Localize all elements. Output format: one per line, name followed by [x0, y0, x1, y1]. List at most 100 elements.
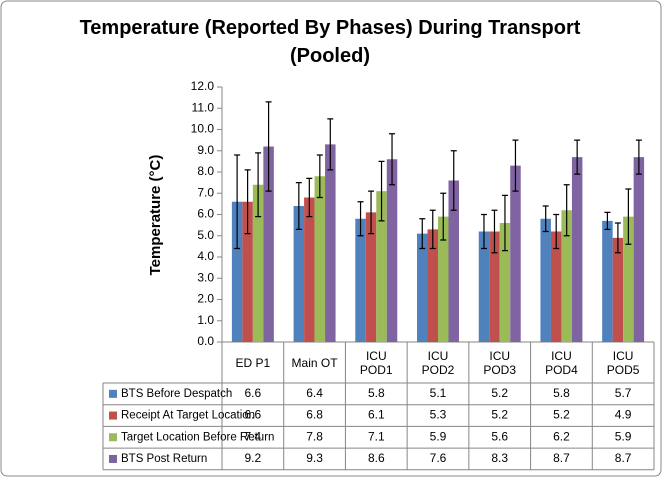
error-bar [306, 177, 313, 218]
bar [448, 180, 459, 342]
table-value: 5.8 [553, 386, 570, 400]
x-tick-label: ICU POD4 [545, 348, 578, 377]
table-value: 8.3 [491, 451, 508, 465]
error-bar [501, 194, 508, 252]
error-bar [316, 154, 323, 199]
bar [561, 210, 572, 342]
table-value: 7.8 [306, 429, 323, 443]
x-tick-label: ICU POD3 [483, 348, 517, 377]
error-bar [450, 150, 457, 211]
error-bar [378, 160, 385, 222]
y-tick-label: 4.0 [197, 249, 214, 263]
bar [612, 237, 624, 342]
table-value: 8.6 [368, 451, 385, 465]
y-tick-label: 5.0 [197, 228, 214, 242]
table-value: 6.6 [245, 386, 262, 400]
y-tick-label: 1.0 [197, 313, 214, 327]
bar [540, 218, 551, 342]
y-tick-label: 8.0 [197, 164, 214, 178]
table-value: 6.6 [245, 408, 262, 422]
bar [376, 191, 387, 342]
legend-label: Target Location Before Return [121, 431, 274, 443]
table-value: 8.7 [615, 451, 632, 465]
category-cell: ICU POD5 [606, 348, 640, 377]
bar [623, 216, 634, 342]
bar [263, 146, 274, 342]
error-bar [491, 209, 498, 254]
category-cell: Main OT [291, 355, 338, 370]
x-tick-label: ICU POD1 [359, 348, 393, 377]
table-value: 5.6 [491, 429, 508, 443]
bar [325, 144, 336, 342]
bar [242, 201, 253, 342]
error-bar [574, 139, 581, 175]
category-cell: ED P1 [235, 355, 271, 370]
y-tick-label: 2.0 [197, 292, 214, 306]
x-tick-label: ED P1 [235, 355, 271, 370]
table-value: 7.6 [430, 451, 447, 465]
legend-key [109, 411, 117, 420]
category-cell: ICU POD2 [421, 348, 455, 377]
legend-key [109, 389, 117, 398]
error-bar [327, 118, 334, 171]
legend-label: Receipt At Target Location [121, 410, 255, 422]
bar [499, 223, 511, 342]
table-value: 7.4 [245, 429, 262, 443]
title-box: Temperature (Reported By Phases) During … [80, 17, 581, 67]
table-value: 5.8 [368, 386, 385, 400]
table-value: 6.1 [368, 408, 385, 422]
bar [304, 197, 315, 342]
error-bar [604, 211, 611, 230]
table-value: 5.1 [430, 386, 447, 400]
table-value: 5.2 [553, 408, 570, 422]
x-tick-label: Main OT [291, 355, 338, 370]
error-bar [244, 169, 251, 235]
table-value: 6.4 [306, 386, 323, 400]
bar [231, 201, 243, 342]
error-bar [368, 190, 375, 235]
table-value: 5.2 [491, 408, 508, 422]
bar [633, 157, 645, 342]
bar [438, 216, 449, 342]
legend-label: BTS Before Despatch [121, 388, 232, 400]
error-bar [357, 201, 364, 237]
bar [252, 184, 264, 342]
error-bar [419, 218, 426, 250]
table-value: 4.9 [615, 408, 632, 422]
error-bar [512, 139, 519, 192]
error-bar [553, 213, 560, 250]
table-value: 6.2 [553, 429, 570, 443]
error-bar [389, 133, 396, 186]
error-bar [480, 213, 487, 250]
y-tick-label: 6.0 [197, 207, 214, 221]
y-tick-label: 10.0 [191, 122, 215, 136]
table-value: 5.7 [615, 386, 632, 400]
bar [314, 176, 326, 342]
y-tick-label: 9.0 [197, 143, 214, 157]
error-bar [255, 152, 262, 218]
table-value: 6.8 [306, 408, 323, 422]
table-value: 5.2 [491, 386, 508, 400]
error-bar [265, 101, 272, 192]
x-tick-label: ICU POD2 [421, 348, 455, 377]
error-bar [625, 188, 632, 245]
bar [478, 231, 490, 342]
category-cell: ICU POD3 [483, 348, 517, 377]
bar [571, 157, 583, 342]
bar [293, 206, 305, 342]
bar [417, 233, 428, 342]
y-axis-label: Temperature (°C) [147, 155, 164, 276]
error-bar [234, 154, 241, 250]
legend-key [109, 433, 117, 442]
error-bar [563, 184, 570, 237]
table-value: 7.1 [368, 429, 385, 443]
bar [550, 231, 562, 342]
error-bar [635, 139, 642, 175]
x-tick-label: ICU POD5 [606, 348, 640, 377]
bar [510, 165, 521, 342]
error-bar [295, 182, 302, 230]
error-bar [614, 222, 621, 254]
error-bar [542, 205, 549, 233]
table-value: 5.9 [430, 429, 447, 443]
